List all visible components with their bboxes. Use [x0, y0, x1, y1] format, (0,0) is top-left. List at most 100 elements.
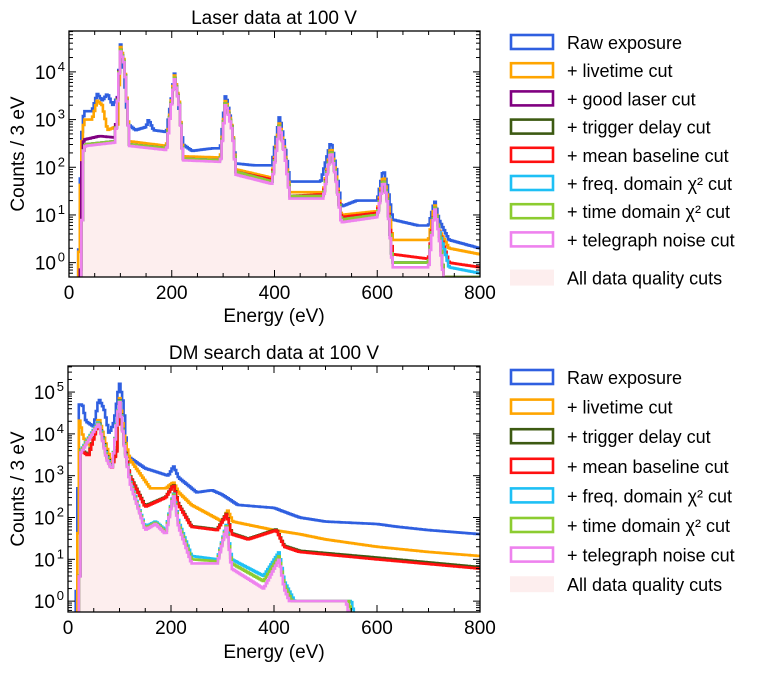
legend-label: + freq. domain χ² cut [567, 486, 732, 506]
y-tick-exponent: 3 [58, 107, 65, 122]
legend-swatch [509, 118, 555, 135]
legend-label: + livetime cut [567, 61, 673, 81]
y-tick-exponent: 4 [58, 59, 65, 74]
dm-search-panel: DM search data at 100 V Energy (eV) Coun… [8, 343, 735, 663]
legend: Raw exposure + livetime cut + good laser c… [509, 33, 735, 289]
chart-title: DM search data at 100 V [169, 343, 379, 364]
x-tick-label: 600 [361, 618, 393, 639]
legend-label: + mean baseline cut [567, 457, 729, 477]
y-tick-label: 10 [34, 550, 55, 571]
legend-item: + mean baseline cut [509, 457, 729, 477]
legend-swatch [509, 427, 555, 445]
x-axis-label: Energy (eV) [223, 306, 324, 327]
legend-item: + telegraph noise cut [509, 546, 735, 566]
y-tick-base: 10 [35, 63, 56, 84]
plot-area [76, 43, 480, 277]
legend-swatch [510, 269, 554, 286]
legend-label: + good laser cut [567, 89, 696, 109]
legend-item: + freq. domain χ² cut [509, 174, 732, 194]
legend-label: + mean baseline cut [567, 146, 729, 166]
series-line-0 [76, 43, 480, 277]
y-tick-exponent: 5 [57, 379, 64, 394]
y-tick-base: 10 [35, 158, 56, 179]
legend-label: + telegraph noise cut [567, 230, 735, 250]
y-tick-label: 10 [35, 158, 56, 179]
x-tick-label: 0 [64, 283, 75, 304]
series-line-6 [77, 401, 351, 612]
legend-swatch [509, 546, 555, 563]
y-tick-base: 10 [34, 383, 55, 404]
legend-swatch [509, 516, 555, 534]
y-tick-exponent: 0 [57, 588, 64, 603]
legend-item: + livetime cut [509, 398, 673, 418]
y-tick-exponent: 1 [57, 546, 64, 561]
x-tick-label: 600 [361, 283, 393, 304]
y-tick-label: 10 [34, 509, 55, 530]
plot-area [74, 382, 480, 612]
legend-item: + time domain χ² cut [509, 516, 730, 536]
legend-swatch [509, 90, 555, 107]
legend-swatch [509, 398, 555, 415]
legend-item: All data quality cuts [510, 575, 722, 595]
legend-swatch [509, 33, 555, 51]
legend-label: All data quality cuts [567, 575, 722, 595]
legend-label: + freq. domain χ² cut [567, 174, 732, 194]
y-tick-label: 10 [35, 111, 56, 132]
legend-item: + telegraph noise cut [509, 230, 735, 250]
legend-swatch [509, 146, 555, 164]
series-line-0 [74, 382, 480, 612]
y-tick-label: 10 [34, 425, 55, 446]
x-tick-label: 400 [258, 618, 290, 639]
legend-label: + time domain χ² cut [567, 516, 730, 536]
y-tick-label: 10 [34, 467, 55, 488]
y-axis-label: Counts / 3 eV [8, 431, 29, 546]
legend-item: + trigger delay cut [509, 118, 711, 138]
y-tick-base: 10 [34, 592, 55, 613]
y-tick-exponent: 2 [57, 505, 64, 520]
y-tick-base: 10 [34, 467, 55, 488]
legend-label: + trigger delay cut [567, 427, 711, 447]
y-tick-exponent: 2 [58, 154, 65, 169]
y-tick-exponent: 0 [58, 250, 65, 265]
y-tick-label: 10 [35, 206, 56, 227]
legend-item: Raw exposure [509, 368, 682, 388]
x-tick-label: 200 [156, 283, 188, 304]
legend-label: + telegraph noise cut [567, 546, 735, 566]
y-tick-base: 10 [34, 550, 55, 571]
y-tick-base: 10 [34, 509, 55, 530]
y-tick-base: 10 [35, 111, 56, 132]
y-tick-exponent: 3 [57, 463, 64, 478]
legend-swatch [510, 576, 554, 593]
x-tick-label: 200 [155, 618, 187, 639]
legend-label: Raw exposure [567, 33, 682, 53]
legend-swatch [509, 61, 555, 79]
x-tick-label: 0 [63, 618, 74, 639]
legend-item: + time domain χ² cut [509, 202, 730, 222]
chart-title: Laser data at 100 V [191, 8, 357, 29]
legend-swatch [509, 487, 555, 504]
legend-label: + time domain χ² cut [567, 202, 730, 222]
x-tick-label: 800 [464, 618, 496, 639]
legend-item: + trigger delay cut [509, 427, 711, 447]
legend-swatch [509, 368, 555, 386]
x-tick-label: 800 [464, 283, 496, 304]
y-tick-exponent: 1 [58, 202, 65, 217]
series-line-7 [80, 50, 445, 277]
y-tick-exponent: 4 [57, 421, 64, 436]
all-cuts-fill [78, 402, 350, 612]
legend-swatch [509, 202, 555, 220]
legend-item: + mean baseline cut [509, 146, 729, 166]
legend-item: Raw exposure [509, 33, 682, 53]
y-tick-base: 10 [35, 254, 56, 275]
legend-item: + freq. domain χ² cut [509, 486, 732, 506]
legend-label: + livetime cut [567, 398, 673, 418]
x-tick-label: 400 [259, 283, 291, 304]
y-tick-label: 10 [34, 383, 55, 404]
legend-label: Raw exposure [567, 368, 682, 388]
legend-label: + trigger delay cut [567, 118, 711, 138]
legend-swatch [509, 457, 555, 475]
legend-swatch [509, 174, 555, 192]
y-tick-base: 10 [34, 425, 55, 446]
legend-item: + livetime cut [509, 61, 673, 81]
